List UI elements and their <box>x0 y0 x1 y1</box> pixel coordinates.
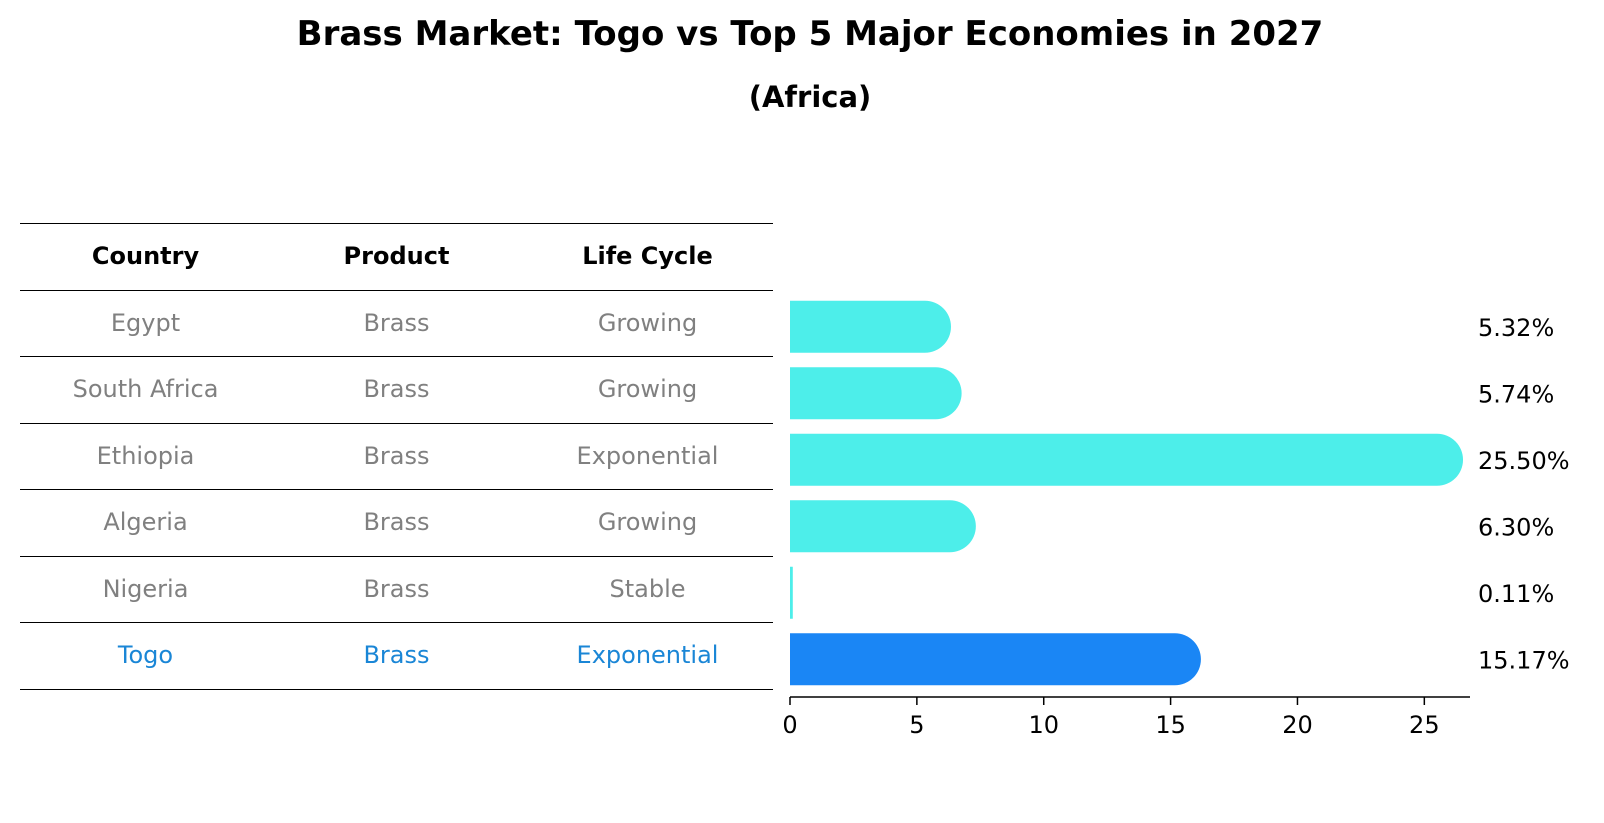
data-label: 5.74% <box>1478 380 1554 408</box>
table-rule <box>20 688 773 690</box>
x-tick-label: 0 <box>782 711 797 739</box>
bar <box>790 300 951 353</box>
table-rule <box>20 489 773 490</box>
data-label: 5.32% <box>1478 314 1554 342</box>
bar <box>790 500 976 553</box>
table-cell-country: South Africa <box>72 375 219 403</box>
data-label: 6.30% <box>1478 513 1554 541</box>
x-tick-label: 10 <box>1028 711 1059 739</box>
x-tick-label: 15 <box>1155 711 1186 739</box>
chart-subtitle: (Africa) <box>748 80 872 114</box>
table-header-cell: Country <box>91 242 200 270</box>
data-label: 0.11% <box>1478 580 1554 608</box>
table-cell-country: Algeria <box>103 508 188 536</box>
table-header-cell: Life Cycle <box>582 242 713 270</box>
table-header-cell: Product <box>343 242 450 270</box>
table-cell-life-cycle: Growing <box>597 375 698 403</box>
bar <box>790 633 1201 686</box>
x-tick-label: 20 <box>1282 711 1313 739</box>
x-tick-label: 5 <box>909 711 924 739</box>
table-cell-country: Egypt <box>110 308 181 337</box>
table-cell-country: Nigeria <box>102 574 189 603</box>
table-cell-country: Ethiopia <box>96 441 195 470</box>
bar <box>790 367 962 420</box>
table-cell-life-cycle: Growing <box>597 308 698 337</box>
table-cell-life-cycle: Stable <box>609 574 686 603</box>
x-tick-label: 25 <box>1409 711 1440 739</box>
data-label: 15.17% <box>1478 646 1570 674</box>
table-cell-product: Brass <box>363 375 430 403</box>
chart-title: Brass Market: Togo vs Top 5 Major Econom… <box>296 14 1324 54</box>
data-label: 25.50% <box>1478 447 1570 475</box>
bar <box>790 566 793 619</box>
table-rule <box>20 356 773 357</box>
table-cell-product: Brass <box>363 574 430 603</box>
bar <box>790 433 1464 486</box>
table-rule <box>20 622 773 623</box>
table-cell-life-cycle: Growing <box>597 508 698 536</box>
table-rule <box>20 555 773 557</box>
table-cell-country: Togo <box>117 641 174 669</box>
table-cell-product: Brass <box>363 508 430 536</box>
table-rule <box>20 289 773 291</box>
table-cell-product: Brass <box>363 308 430 337</box>
table-rule <box>20 223 773 224</box>
table-cell-life-cycle: Exponential <box>576 641 719 669</box>
table-cell-product: Brass <box>363 641 430 669</box>
table-cell-product: Brass <box>363 441 430 470</box>
table-rule <box>20 422 773 424</box>
table-cell-life-cycle: Exponential <box>576 441 719 470</box>
